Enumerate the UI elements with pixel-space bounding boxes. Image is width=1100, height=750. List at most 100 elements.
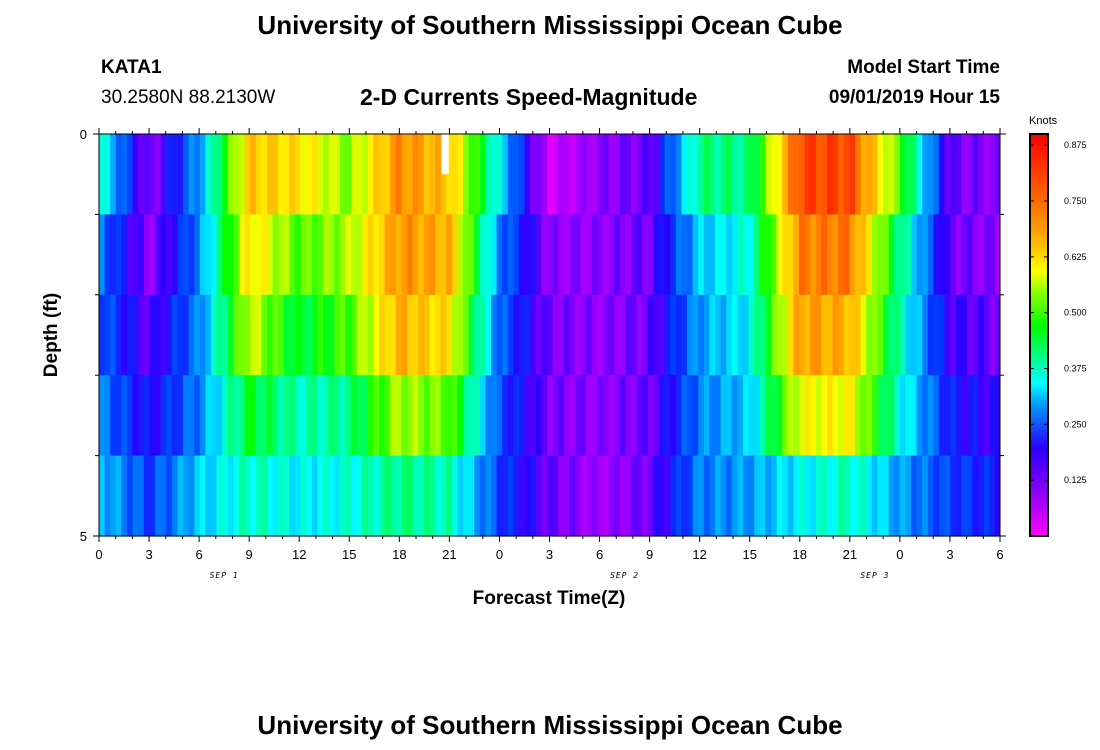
- heatmap-cell: [709, 134, 716, 215]
- model-start-label: Model Start Time: [847, 57, 1000, 78]
- heatmap-cell: [216, 134, 223, 215]
- heatmap-cell: [272, 375, 279, 457]
- heatmap-cell: [905, 214, 912, 296]
- x-tick-label: 0: [95, 547, 102, 562]
- heatmap-cell: [138, 214, 145, 296]
- heatmap-cell: [127, 134, 134, 215]
- heatmap-cell: [911, 134, 918, 215]
- heatmap-cell: [166, 455, 173, 537]
- heatmap-cell: [591, 375, 598, 457]
- heatmap-cell: [709, 294, 716, 376]
- heatmap-cell: [188, 294, 195, 376]
- heatmap-cell: [547, 294, 554, 376]
- heatmap-cell: [306, 134, 313, 215]
- heatmap-cell: [743, 134, 750, 215]
- heatmap-cell: [177, 294, 184, 376]
- heatmap-cell: [955, 294, 962, 376]
- heatmap-cell: [384, 375, 391, 457]
- heatmap-cell: [524, 294, 531, 376]
- heatmap-cell: [782, 294, 789, 376]
- heatmap-cell: [731, 375, 738, 457]
- colorbar-gradient: [1029, 133, 1049, 537]
- heatmap-cell: [597, 214, 604, 296]
- heatmap-cell: [300, 214, 307, 296]
- heatmap-cell: [843, 294, 850, 376]
- heatmap-cell: [995, 455, 1000, 537]
- heatmap-cell: [972, 214, 979, 296]
- x-axis: 0 3 6 9 12 15 18 21 0 3 6 9 12 15 18 21 0 3 6: [95, 128, 1004, 562]
- heatmap-cell: [552, 214, 559, 296]
- heatmap-cell: [379, 455, 386, 537]
- heatmap-cell: [423, 375, 430, 457]
- heatmap-cell: [838, 294, 845, 376]
- heatmap-cell: [939, 375, 946, 457]
- date-label: SEP 3: [860, 571, 889, 580]
- heatmap-cell: [703, 455, 710, 537]
- heatmap-cell: [367, 294, 374, 376]
- heatmap-cell: [244, 294, 251, 376]
- heatmap-cell: [810, 375, 817, 457]
- heatmap-cell: [160, 375, 167, 457]
- heatmap-cell: [967, 294, 974, 376]
- heatmap-cell: [799, 134, 806, 215]
- heatmap-cell: [468, 455, 475, 537]
- heatmap-cell: [989, 294, 996, 376]
- heatmap-cell: [373, 375, 380, 457]
- heatmap-cell: [972, 455, 979, 537]
- heatmap-cell: [552, 375, 559, 457]
- heatmap-cell: [110, 134, 117, 215]
- heatmap-cell: [530, 214, 537, 296]
- station-id: KATA1: [101, 57, 162, 78]
- heatmap-cell: [132, 375, 139, 457]
- heatmap-cell: [787, 134, 794, 215]
- heatmap-cell: [619, 294, 626, 376]
- heatmap-cell: [199, 214, 206, 296]
- heatmap-cell: [132, 214, 139, 296]
- heatmap-cell: [267, 214, 274, 296]
- heatmap-cell: [171, 375, 178, 457]
- heatmap-cell: [675, 455, 682, 537]
- heatmap-cell: [233, 294, 240, 376]
- heatmap-cell: [177, 455, 184, 537]
- heatmap-cell: [659, 375, 666, 457]
- heatmap-cell: [765, 134, 772, 215]
- heatmap-cell: [636, 134, 643, 215]
- heatmap-cell: [832, 294, 839, 376]
- heatmap-cell: [261, 294, 268, 376]
- heatmap-cell: [255, 214, 262, 296]
- heatmap-cell: [317, 134, 324, 215]
- heatmap-cell: [183, 455, 190, 537]
- heatmap-cell: [642, 455, 649, 537]
- colorbar-label: 0.500: [1064, 308, 1087, 318]
- heatmap-cell: [905, 134, 912, 215]
- heatmap-cell: [619, 214, 626, 296]
- heatmap-cell: [222, 375, 229, 457]
- heatmap-cell: [166, 375, 173, 457]
- heatmap-cell: [877, 375, 884, 457]
- heatmap-cell: [888, 134, 895, 215]
- x-tick-label: 3: [946, 547, 953, 562]
- heatmap-cell: [127, 455, 134, 537]
- x-tick-label: 0: [896, 547, 903, 562]
- heatmap-cell: [463, 214, 470, 296]
- heatmap-cell: [995, 134, 1000, 215]
- heatmap-cell: [563, 134, 570, 215]
- heatmap-cell: [502, 134, 509, 215]
- heatmap-cell: [283, 375, 290, 457]
- heatmap-cell: [670, 375, 677, 457]
- heatmap-cell: [255, 455, 262, 537]
- heatmap-cell: [843, 455, 850, 537]
- heatmap-cell: [754, 455, 761, 537]
- heatmap-cell: [345, 375, 352, 457]
- heatmap-cell: [233, 214, 240, 296]
- heatmap-cell: [244, 455, 251, 537]
- heatmap-cell: [855, 134, 862, 215]
- heatmap-cell: [99, 134, 106, 215]
- heatmap-cell: [216, 214, 223, 296]
- heatmap-cell: [412, 214, 419, 296]
- heatmap-cell: [933, 455, 940, 537]
- heatmap-cell: [888, 455, 895, 537]
- heatmap-cell: [838, 455, 845, 537]
- heatmap-cell: [771, 375, 778, 457]
- heatmap-cell: [709, 214, 716, 296]
